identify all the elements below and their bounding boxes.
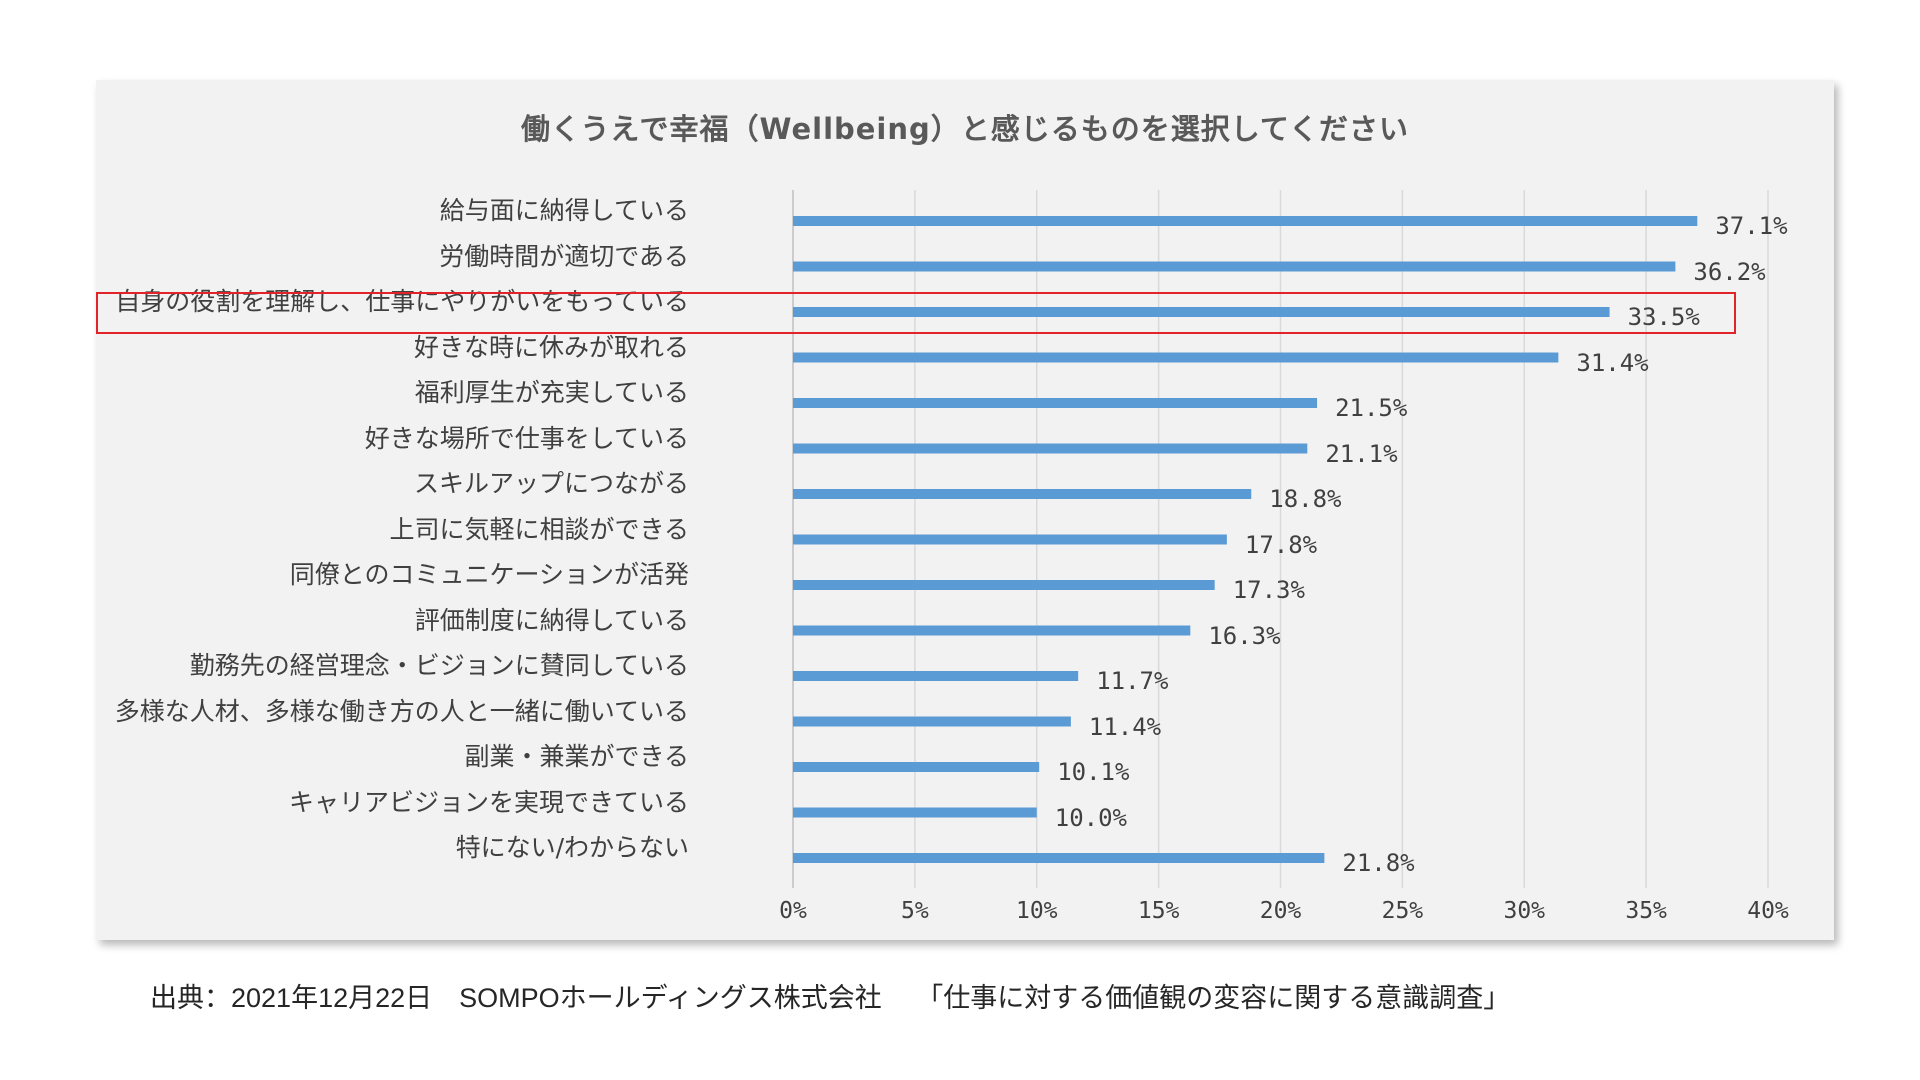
bar bbox=[793, 762, 1040, 772]
category-label: 好きな場所で仕事をしている bbox=[364, 423, 689, 453]
category-label: 労働時間が適切である bbox=[439, 241, 689, 271]
highlight-box bbox=[96, 292, 1736, 334]
data-label: 17.8% bbox=[1244, 530, 1318, 559]
data-label: 17.3% bbox=[1232, 576, 1305, 604]
data-label: 11.4% bbox=[1088, 712, 1162, 741]
x-tick-label: 10% bbox=[1015, 898, 1058, 924]
x-tick-label: 30% bbox=[1503, 898, 1546, 924]
bar bbox=[793, 489, 1252, 499]
data-label: 21.1% bbox=[1325, 439, 1398, 468]
bar bbox=[793, 534, 1227, 545]
category-label: 勤務先の経営理念・ビジョンに賛同している bbox=[189, 651, 689, 680]
x-tick-label: 40% bbox=[1747, 898, 1789, 924]
category-label: 特にない/わからない bbox=[455, 833, 689, 862]
bar bbox=[793, 398, 1318, 408]
x-tick-label: 0% bbox=[779, 898, 807, 924]
category-label: 副業・兼業ができる bbox=[464, 742, 689, 771]
chart-plot bbox=[792, 190, 1769, 888]
bar bbox=[793, 216, 1698, 226]
bar bbox=[793, 807, 1037, 818]
bar bbox=[793, 853, 1325, 863]
data-label: 21.5% bbox=[1335, 394, 1408, 422]
bar bbox=[793, 352, 1559, 363]
data-label: 31.4% bbox=[1576, 348, 1649, 377]
data-label: 18.8% bbox=[1269, 485, 1342, 513]
bar bbox=[793, 716, 1071, 727]
bar bbox=[793, 671, 1079, 681]
chart-title: 働くうえで幸福（Wellbeing）と感じるものを選択してください bbox=[520, 112, 1410, 146]
bar bbox=[793, 261, 1676, 272]
bar bbox=[793, 625, 1191, 636]
data-label: 11.7% bbox=[1096, 667, 1169, 695]
data-label: 16.3% bbox=[1208, 621, 1281, 650]
category-label: 評価制度に納得している bbox=[414, 605, 689, 635]
category-label: 同僚とのコミュニケーションが活発 bbox=[289, 560, 689, 589]
x-tick-label: 5% bbox=[901, 898, 929, 924]
bar bbox=[793, 443, 1308, 454]
bar bbox=[793, 307, 1610, 317]
category-label: 給与面に納得している bbox=[439, 196, 689, 225]
data-label: 10.0% bbox=[1054, 803, 1127, 832]
bar bbox=[793, 580, 1215, 590]
category-label: 福利厚生が充実している bbox=[414, 378, 689, 407]
data-label: 10.1% bbox=[1057, 758, 1130, 786]
x-tick-label: 25% bbox=[1381, 898, 1424, 924]
category-label: スキルアップにつながる bbox=[413, 469, 689, 498]
x-tick-label: 15% bbox=[1137, 898, 1180, 924]
source-citation: 出典：2021年12月22日 SOMPOホールディングス株式会社 「仕事に対する… bbox=[150, 983, 1511, 1013]
data-label: 21.8% bbox=[1342, 849, 1415, 877]
category-label: キャリアビジョンを実現できている bbox=[288, 787, 689, 817]
x-tick-label: 20% bbox=[1259, 898, 1302, 924]
category-label: 多様な人材、多様な働き方の人と一緒に働いている bbox=[114, 696, 689, 726]
data-label: 36.2% bbox=[1693, 257, 1766, 286]
x-tick-label: 35% bbox=[1625, 898, 1667, 924]
category-label: 好きな時に休みが取れる bbox=[413, 332, 689, 362]
category-label: 自身の役割を理解し、仕事にやりがいをもっている bbox=[115, 287, 689, 316]
data-label: 33.5% bbox=[1627, 303, 1700, 331]
chart-panel: 働くうえで幸福（Wellbeing）と感じるものを選択してください 給与面に納得… bbox=[96, 80, 1834, 940]
category-label: 上司に気軽に相談ができる bbox=[389, 514, 689, 544]
data-label: 37.1% bbox=[1715, 212, 1788, 240]
